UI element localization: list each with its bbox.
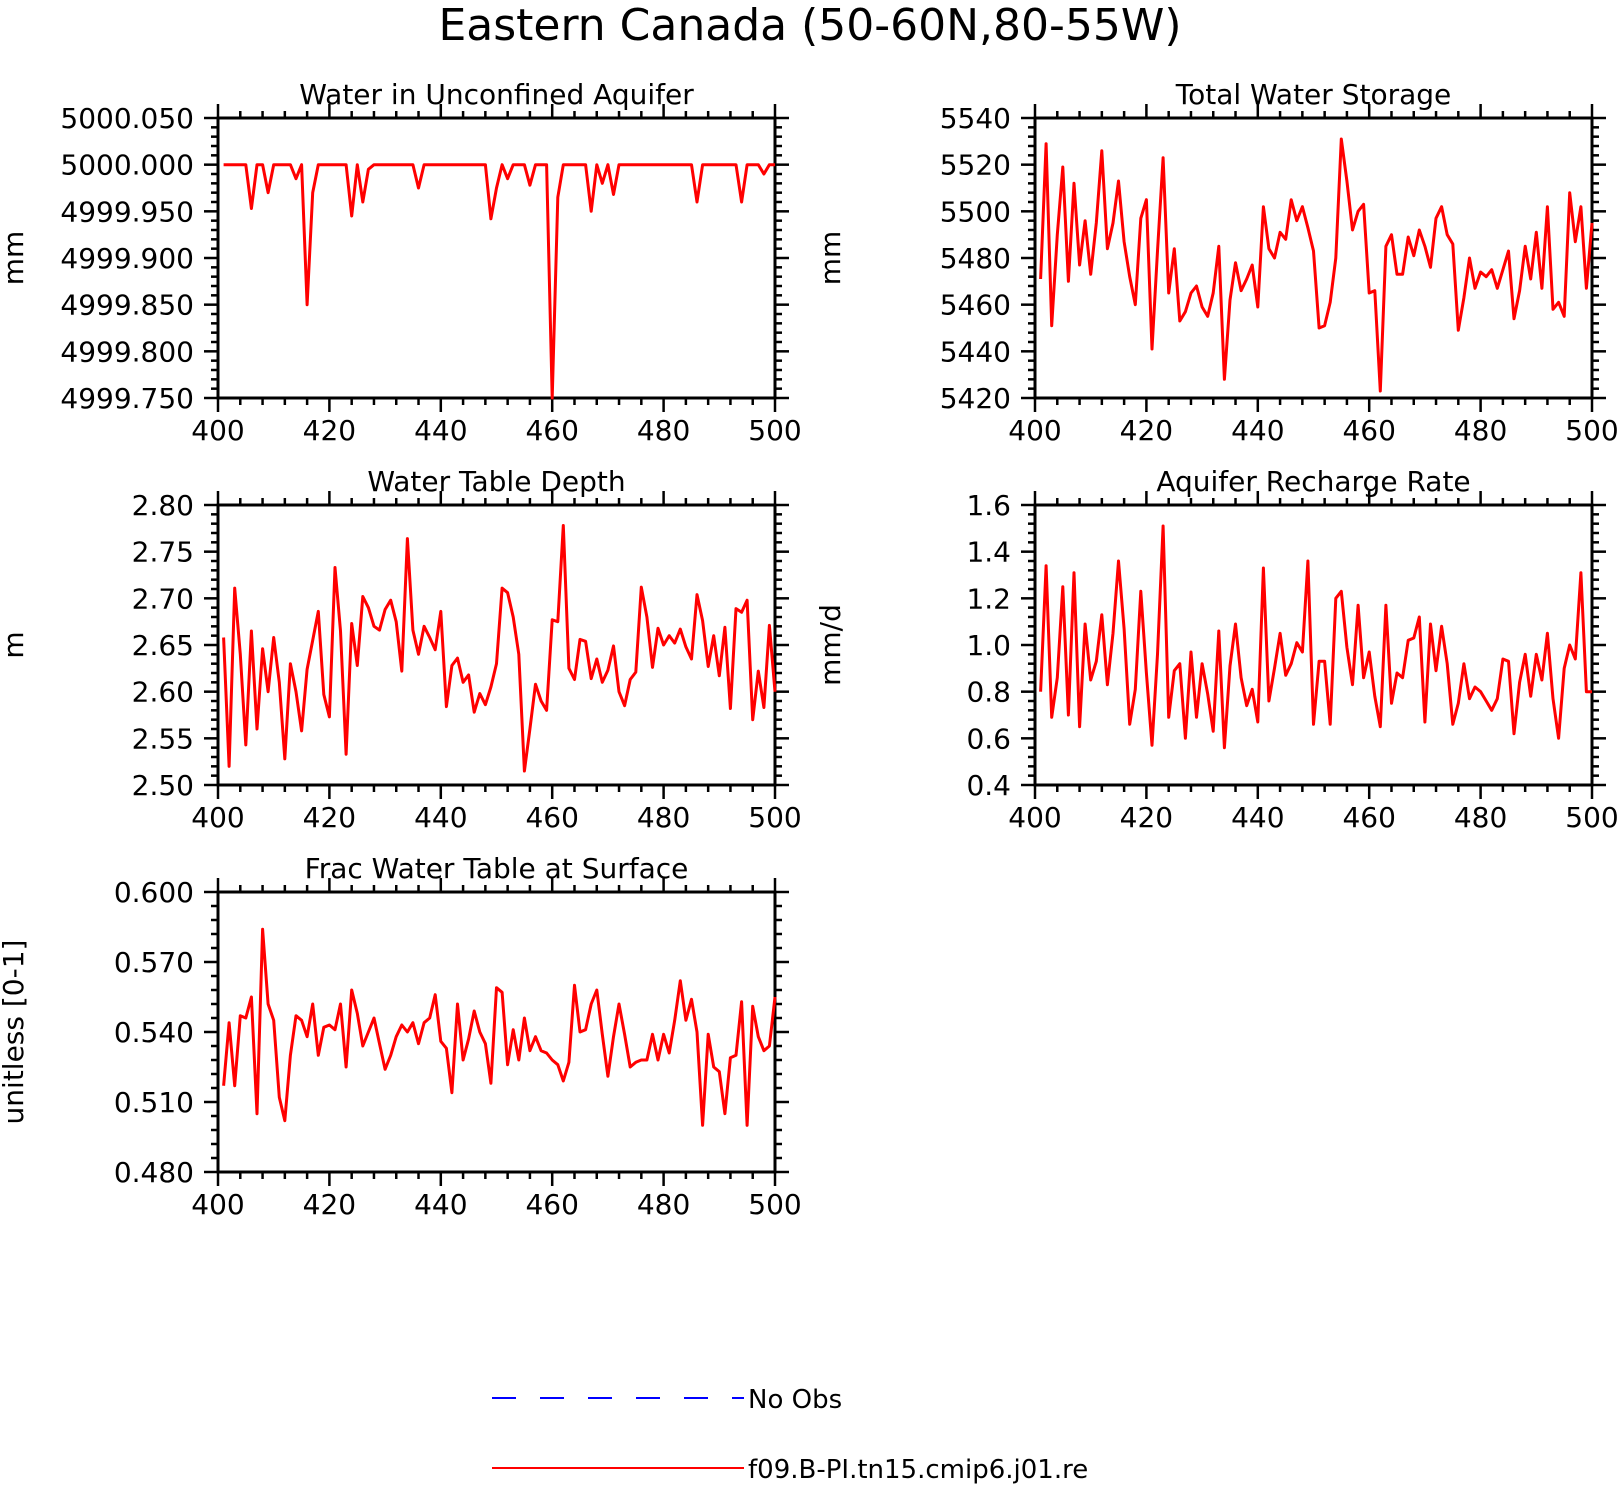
x-tick-label: 440 [414,801,467,834]
y-tick-label: 4999.900 [60,242,194,275]
chart-title: Water Table Depth [367,465,625,498]
y-tick-label: 0.4 [966,769,1011,802]
y-tick-label: 4999.850 [60,289,194,322]
y-tick-label: 4999.750 [60,382,194,415]
y-tick-label: 5000.000 [60,149,194,182]
chart-title: Aquifer Recharge Rate [1156,465,1470,498]
chart-title: Total Water Storage [1175,78,1452,111]
y-tick-label: 1.2 [966,582,1011,615]
y-tick-label: 5420 [940,382,1011,415]
x-tick-label: 480 [637,801,690,834]
y-tick-label: 5480 [940,242,1011,275]
series-line [222,524,777,773]
panels: Water in Unconfined Aquifer mm 400 420 440 46… [0,78,1619,1221]
y-tick-label: 0.600 [114,876,194,909]
x-tick-label: 480 [1454,414,1507,447]
x-tick-label: 460 [525,1188,578,1221]
x-tick-label: 500 [748,414,801,447]
x-tick-label: 400 [191,1188,244,1221]
y-tick-label: 5460 [940,289,1011,322]
legend-label-model: f09.B-PI.tn15.cmip6.j01.re [748,1455,1088,1485]
chart-panel-water-table-depth: Water Table Depth m 400 420 440 460 480 500 2.50… [0,465,802,834]
x-tick-label: 420 [303,801,356,834]
y-tick-label: 5540 [940,102,1011,135]
y-tick-label: 5500 [940,195,1011,228]
x-tick-label: 420 [303,1188,356,1221]
y-axis-label: mm [814,231,847,286]
legend-label-no-obs: No Obs [748,1385,842,1415]
y-tick-label: 2.50 [132,769,194,802]
x-tick-label: 500 [1565,801,1618,834]
x-tick-label: 460 [1342,801,1395,834]
x-tick-label: 400 [1008,801,1061,834]
x-tick-label: 420 [1120,801,1173,834]
series-line [1039,524,1592,750]
chart-panel-water-in-unconfined-aquifer: Water in Unconfined Aquifer mm 400 420 440 46… [0,78,802,447]
x-tick-label: 400 [191,801,244,834]
x-tick-label: 500 [748,1188,801,1221]
chart-panel-total-water-storage: Total Water Storage mm 400 420 440 460 480 500 5… [814,78,1619,447]
series-line [1039,137,1594,393]
y-axis-label: unitless [0-1] [0,940,30,1125]
y-tick-label: 4999.950 [60,195,194,228]
y-tick-label: 1.4 [966,536,1011,569]
y-axis-label: m [0,631,30,658]
x-tick-label: 440 [414,414,467,447]
chart-title: Water in Unconfined Aquifer [299,78,694,111]
y-tick-label: 5440 [940,335,1011,368]
legend: No Obs f09.B-PI.tn15.cmip6.j01.re [492,1385,1088,1485]
x-tick-label: 440 [1231,414,1284,447]
x-tick-label: 460 [525,414,578,447]
y-tick-label: 0.510 [114,1086,194,1119]
y-tick-label: 2.75 [132,536,194,569]
x-tick-label: 440 [1231,801,1284,834]
y-tick-label: 5000.050 [60,102,194,135]
y-tick-label: 0.570 [114,946,194,979]
y-tick-label: 2.60 [132,676,194,709]
y-tick-label: 0.8 [966,676,1011,709]
y-tick-label: 1.6 [966,489,1011,522]
y-tick-label: 2.70 [132,582,194,615]
y-tick-label: 0.480 [114,1156,194,1189]
series-line [223,163,775,400]
plot-frame [216,890,777,1174]
x-tick-label: 480 [637,414,690,447]
series-line [222,927,777,1127]
figure-title: Eastern Canada (50-60N,80-55W) [438,0,1181,51]
y-tick-label: 2.65 [132,629,194,662]
y-tick-label: 0.540 [114,1016,194,1049]
x-tick-label: 400 [1008,414,1061,447]
y-tick-label: 5520 [940,149,1011,182]
plot-frame [216,116,777,400]
plot-frame [1033,503,1594,787]
x-tick-label: 460 [525,801,578,834]
x-tick-label: 420 [1120,414,1173,447]
y-tick-label: 0.6 [966,722,1011,755]
x-tick-label: 500 [1565,414,1618,447]
y-axis-label: mm/d [814,604,847,686]
x-tick-label: 420 [303,414,356,447]
y-tick-label: 4999.800 [60,335,194,368]
x-tick-label: 480 [1454,801,1507,834]
x-tick-label: 440 [414,1188,467,1221]
x-tick-label: 460 [1342,414,1395,447]
y-tick-label: 1.0 [966,629,1011,662]
y-axis-label: mm [0,231,30,286]
y-tick-label: 2.55 [132,722,194,755]
y-tick-label: 2.80 [132,489,194,522]
chart-panel-frac-water-table-at-surface: Frac Water Table at Surface unitless [0-1… [0,852,802,1221]
x-tick-label: 500 [748,801,801,834]
x-tick-label: 480 [637,1188,690,1221]
chart-panel-aquifer-recharge-rate: Aquifer Recharge Rate mm/d 400 420 440 460 480… [814,465,1619,834]
chart-title: Frac Water Table at Surface [305,852,689,885]
x-tick-label: 400 [191,414,244,447]
